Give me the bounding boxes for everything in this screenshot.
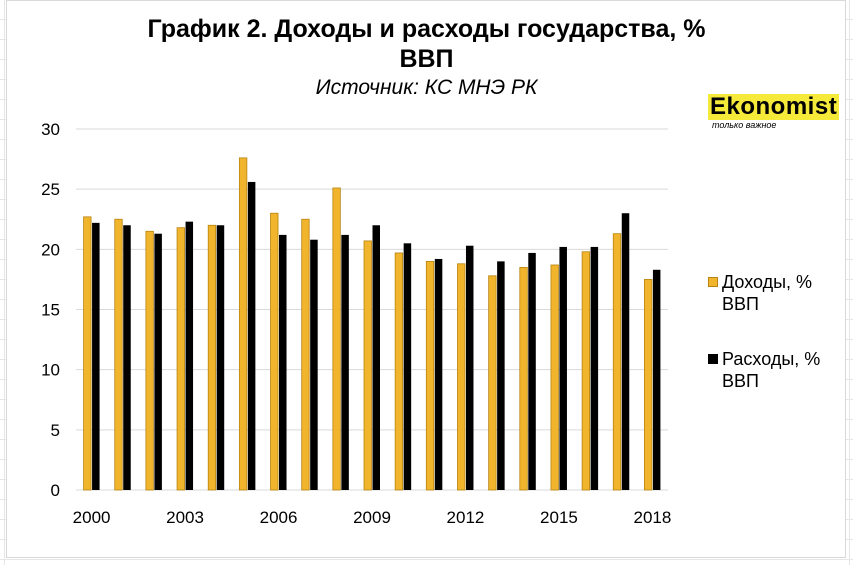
y-tick-label: 25 (41, 180, 60, 199)
x-tick-label: 2009 (353, 508, 391, 527)
bar-expense (247, 181, 256, 491)
bar-expense (310, 239, 318, 490)
bar-expense (652, 269, 661, 490)
x-tick-label: 2006 (260, 508, 298, 527)
bar-income (270, 212, 279, 491)
bar-income (145, 230, 154, 491)
bar-expense (216, 225, 225, 490)
bar-expense (92, 222, 100, 491)
legend-expense-line2: ВВП (722, 371, 759, 391)
bar-income (425, 260, 435, 491)
bar-expense (590, 246, 599, 490)
bar-income (114, 218, 123, 491)
chart-title-line2: ВВП (399, 45, 454, 73)
bar-income (207, 224, 217, 491)
bar-income (612, 233, 622, 491)
bar-expense (279, 234, 287, 490)
x-tick-label: 2018 (634, 508, 672, 527)
spreadsheet-column-line (4, 0, 5, 565)
legend-income-line2: ВВП (722, 294, 759, 314)
y-tick-label: 20 (41, 240, 60, 259)
y-tick-label: 30 (41, 120, 60, 139)
bar-income (488, 275, 497, 491)
bar-expense (497, 261, 505, 490)
x-tick-label: 2015 (540, 508, 578, 527)
bar-expense (465, 245, 474, 490)
legend-label-income: Доходы, % ВВП (722, 271, 852, 315)
bar-income (332, 187, 341, 491)
bar-income (394, 252, 404, 491)
bar-expense (403, 243, 412, 490)
bar-income (644, 279, 653, 491)
x-tick-label: 2000 (73, 508, 111, 527)
legend-expense-line1: Расходы, % (722, 349, 821, 369)
bar-expense (621, 213, 630, 490)
logo-name: Ekonomist (708, 93, 840, 120)
logo-tagline: только важное (712, 120, 777, 130)
chart-subtitle: Источник: КС МНЭ РК (315, 76, 538, 99)
bar-income (363, 240, 372, 491)
bar-expense (154, 233, 162, 490)
bar-expense (559, 246, 567, 490)
bar-income (550, 264, 559, 491)
x-tick-label: 2003 (166, 508, 204, 527)
x-tick-label: 2012 (447, 508, 485, 527)
legend-income-line1: Доходы, % (722, 272, 813, 292)
bar-income (301, 218, 310, 491)
y-tick-label: 10 (41, 361, 60, 380)
legend-swatch-income (708, 277, 718, 287)
bar-expense (185, 221, 194, 490)
spreadsheet-column-line (849, 0, 850, 565)
bar-expense (123, 225, 131, 490)
bar-income (581, 251, 591, 491)
y-tick-label: 5 (51, 421, 60, 440)
legend-swatch-expense (708, 354, 718, 364)
chart-title-line1: График 2. Доходы и расходы государства, … (147, 15, 706, 43)
bar-expense (528, 252, 536, 490)
bar-expense (341, 234, 349, 490)
y-tick-label: 0 (51, 481, 60, 500)
bar-income (238, 157, 248, 491)
ekonomist-logo: Ekonomist только важное (708, 94, 850, 134)
bar-expense (434, 258, 443, 490)
bar-income (83, 216, 92, 491)
bar-income (519, 266, 528, 491)
legend-label-expense: Расходы, % ВВП (722, 348, 852, 392)
bar-expense (372, 225, 380, 490)
y-tick-label: 15 (41, 301, 60, 320)
bar-income (457, 263, 466, 491)
bar-income (176, 227, 185, 491)
